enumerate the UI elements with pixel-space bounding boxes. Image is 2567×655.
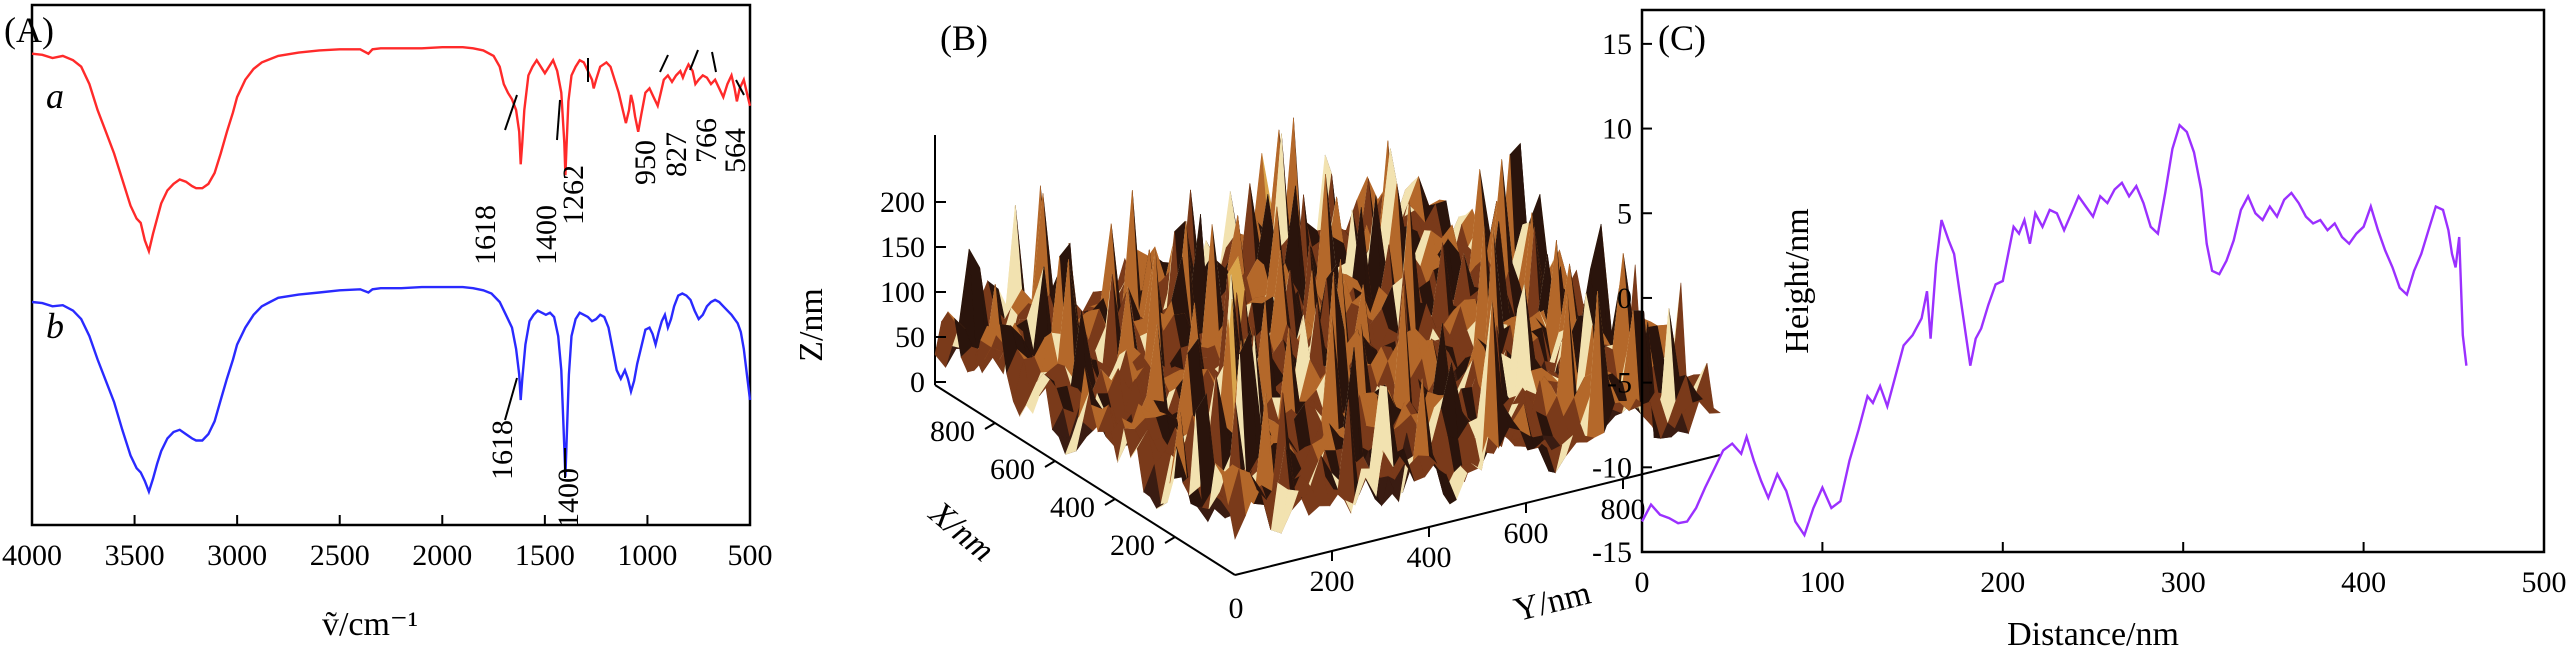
y-tick-label: -5: [1607, 367, 1632, 400]
x-tick-label: 4000: [2, 539, 62, 572]
y-tick-label: 10: [1602, 113, 1632, 146]
y-tick-label: -15: [1592, 536, 1632, 569]
panel-b-label: (B): [940, 18, 988, 58]
panel-a-label: (A): [4, 10, 54, 50]
z-tick-label: 0: [910, 366, 925, 399]
y-tick-label: 15: [1602, 28, 1632, 61]
surface-mesh: [934, 117, 1721, 540]
y-axis-ticks: 200 400 600 800: [1310, 479, 1646, 598]
y-tick-label: 5: [1617, 197, 1632, 230]
x-axis-ticks: 200 400 600 800: [930, 415, 1176, 562]
series-a-line: [31, 46, 752, 256]
x-tick-label: 3500: [105, 539, 165, 572]
z-tick-label: 50: [895, 321, 925, 354]
panel-a-x-ticks: 4000 3500 3000 2500 2000 1500 1000 500: [2, 515, 773, 572]
x-tick-label: 1500: [515, 539, 575, 572]
series-b-label: b: [46, 306, 64, 346]
panel-c-frame: [1640, 8, 2546, 554]
peak-label-a: 564: [719, 128, 752, 173]
origin-tick-label: 0: [1229, 592, 1244, 625]
y-tick-label: -10: [1592, 451, 1632, 484]
z-axis-label: Z/nm: [793, 288, 830, 362]
height-profile-line: [1640, 123, 2468, 538]
panel-c-profile-line: [1640, 123, 2468, 538]
series-a-label: a: [46, 76, 64, 116]
peak-leader-line: [711, 51, 717, 73]
peak-label-a: 827: [660, 132, 693, 177]
x-tick-label: 400: [1050, 491, 1095, 524]
y-tick-label: 800: [1601, 493, 1646, 526]
x-tick-label: 2500: [310, 539, 370, 572]
peak-leader-line: [659, 54, 669, 73]
x-tick-label: 400: [2341, 566, 2386, 599]
x-tick-mark: [984, 422, 996, 430]
z-axis-ticks: 0 50 100 150 200: [880, 186, 946, 399]
x-tick-label: 600: [990, 453, 1035, 486]
x-tick-label: 1000: [617, 539, 677, 572]
x-tick-label: 3000: [207, 539, 267, 572]
peak-label-a: 1400: [530, 205, 563, 265]
peak-label-b: 1618: [486, 420, 519, 480]
x-axis-label: X/nm: [921, 493, 1001, 569]
peak-leader-line: [689, 49, 699, 71]
peak-leader-line: [504, 94, 518, 131]
panel-a-ftir-chart: (A) a b 4000 3500 3000 2500 2000 1500 1000 500 …: [2, 3, 773, 643]
panel-c-height-profile: (C) 0 100 200 300 400 500 -15 -10 -5 0 5 10 15 Dista…: [1592, 8, 2567, 653]
peak-label-a: 1262: [557, 165, 590, 225]
y-axis-line: [1234, 454, 1721, 576]
y-tick-label: 200: [1310, 565, 1355, 598]
x-tick-label: 2000: [412, 539, 472, 572]
panel-a-series-lines: [31, 46, 752, 496]
panel-c-y-axis-label: Height/nm: [1779, 208, 1816, 353]
peak-label-a: 950: [629, 140, 662, 185]
panel-c-label: (C): [1658, 18, 1706, 58]
series-b-line: [31, 285, 752, 496]
y-axis-label: Y/nm: [1510, 574, 1594, 629]
panel-a-x-axis-label: ṽ/cm⁻¹: [322, 606, 418, 643]
peak-label-a: 1618: [469, 205, 502, 265]
x-tick-mark: [1164, 536, 1176, 544]
x-tick-label: 200: [1980, 566, 2025, 599]
peak-label-b: 1400: [552, 468, 585, 528]
peak-leader-line: [735, 79, 745, 96]
x-tick-label: 500: [2522, 566, 2567, 599]
z-tick-label: 150: [880, 231, 925, 264]
y-tick-label: 0: [1617, 282, 1632, 315]
x-tick-label: 300: [2161, 566, 2206, 599]
x-tick-label: 500: [728, 539, 773, 572]
peak-label-a: 766: [690, 118, 723, 163]
panel-c-x-axis-label: Distance/nm: [2007, 616, 2179, 653]
y-tick-label: 400: [1407, 541, 1452, 574]
x-axis-line: [934, 384, 1236, 576]
panel-c-axis-ticks: 0 100 200 300 400 500 -15 -10 -5 0 5 10 15: [1592, 28, 2567, 599]
x-tick-mark: [1104, 498, 1116, 506]
x-tick-label: 0: [1635, 566, 1650, 599]
x-tick-label: 100: [1800, 566, 1845, 599]
z-tick-label: 100: [880, 276, 925, 309]
x-tick-label: 800: [930, 415, 975, 448]
y-tick-label: 600: [1504, 517, 1549, 550]
panel-a-frame: [30, 3, 752, 527]
surface-facet: [1228, 468, 1246, 540]
peak-leader-line: [504, 377, 518, 421]
peak-leader-line: [556, 99, 561, 141]
z-tick-label: 200: [880, 186, 925, 219]
x-tick-label: 200: [1110, 529, 1155, 562]
x-tick-mark: [1044, 460, 1056, 468]
